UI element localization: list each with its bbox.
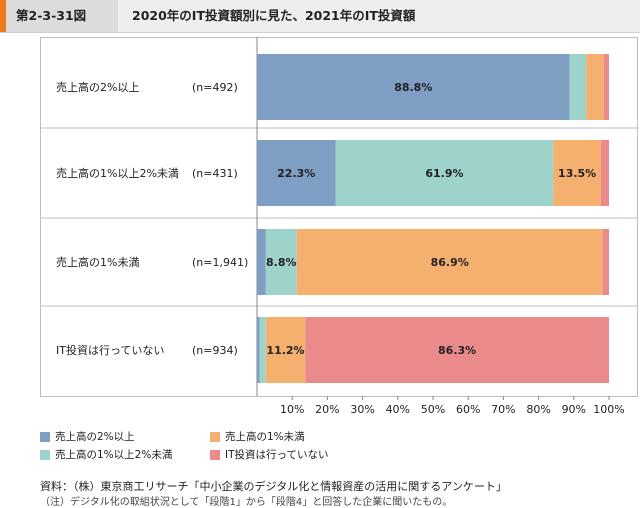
legend-label-1: 売上高の1%以上2%未満 <box>55 449 173 461</box>
bar-r3-s0 <box>257 317 260 383</box>
bar-r2-s3 <box>602 229 609 295</box>
data-label-2: 61.9% <box>425 167 463 180</box>
x-tick-label-5: 60% <box>456 403 480 416</box>
plot-frame <box>40 37 638 397</box>
data-label-3: 13.5% <box>558 167 596 180</box>
legend-swatch-3 <box>210 450 220 460</box>
bar-r2-s2 <box>296 229 603 295</box>
legend-label-2: 売上高の1%未満 <box>225 431 305 443</box>
bar-r0-s1 <box>569 54 587 120</box>
x-tick-label-2: 30% <box>350 403 374 416</box>
legend-swatch-1 <box>40 450 50 460</box>
legend-label-3: IT投資は行っていない <box>225 449 329 461</box>
bar-r1-s3 <box>600 140 609 206</box>
x-tick-label-7: 80% <box>526 403 550 416</box>
x-tick-label-8: 90% <box>562 403 586 416</box>
bar-r2-s0 <box>257 229 266 295</box>
x-tick-label-1: 20% <box>315 403 339 416</box>
bar-r1-s2 <box>553 140 601 206</box>
footnote: （注）デジタル化の取組状況として「段階1」から「段階4」と回答した企業に聞いたも… <box>40 497 453 508</box>
data-label-4: 8.8% <box>266 256 297 269</box>
category-label-0: 売上高の2%以上 <box>56 80 139 94</box>
bar-r3-s3 <box>305 317 609 383</box>
x-tick-label-6: 70% <box>491 403 515 416</box>
legend-swatch-2 <box>210 432 220 442</box>
bar-r0-s3 <box>603 54 609 120</box>
category-label-3: IT投資は行っていない <box>56 343 164 357</box>
bar-r1-s0 <box>257 140 336 206</box>
data-label-7: 86.3% <box>438 344 476 357</box>
x-tick-label-4: 50% <box>421 403 445 416</box>
category-n-1: (n=431) <box>192 167 238 180</box>
category-label-2: 売上高の1%未満 <box>56 255 139 269</box>
bar-r3-s2 <box>265 317 306 383</box>
source-note: 資料：（株）東京商工リサーチ「中小企業のデジタル化と情報資産の活用に関するアンケ… <box>40 480 507 493</box>
bar-r2-s1 <box>265 229 297 295</box>
data-label-5: 86.9% <box>431 256 469 269</box>
data-label-1: 22.3% <box>277 167 315 180</box>
bar-r0-s0 <box>257 54 570 120</box>
data-label-0: 88.8% <box>394 81 432 94</box>
category-n-0: (n=492) <box>192 81 238 94</box>
x-tick-label-0: 10% <box>280 403 304 416</box>
data-label-6: 11.2% <box>266 344 304 357</box>
x-tick-label-9: 100% <box>593 403 624 416</box>
category-n-2: (n=1,941) <box>192 256 248 269</box>
figure-title: 2020年のIT投資額別に見た、2021年のIT投資額 <box>132 8 416 23</box>
figure-number: 第2-3-31図 <box>0 0 118 32</box>
bar-r1-s1 <box>335 140 554 206</box>
figure-header: 第2-3-31図 2020年のIT投資額別に見た、2021年のIT投資額 <box>0 0 640 33</box>
bar-r0-s2 <box>586 54 604 120</box>
category-label-1: 売上高の1%以上2%未満 <box>56 166 179 180</box>
stacked-bar-chart: 売上高の2%以上 (n=492) 売上高の1%以上2%未満 (n=431) 売上高の1%… <box>40 37 638 416</box>
x-tick-label-3: 40% <box>386 403 410 416</box>
bar-r3-s1 <box>259 317 266 383</box>
legend-label-0: 売上高の2%以上 <box>55 431 135 443</box>
category-n-3: (n=934) <box>192 344 238 357</box>
legend-swatch-0 <box>40 432 50 442</box>
